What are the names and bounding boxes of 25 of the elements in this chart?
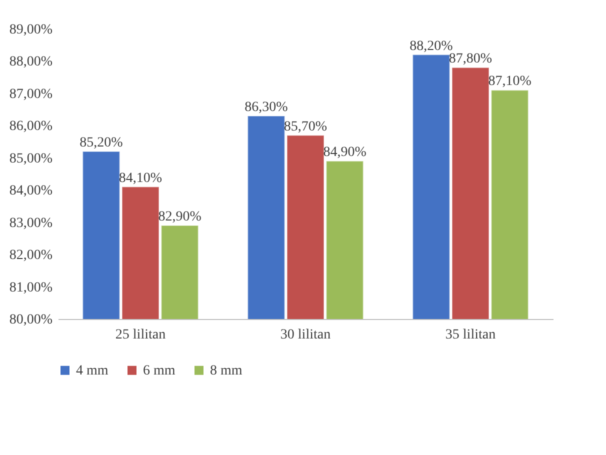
x-tick-label: 25 lilitan xyxy=(115,328,166,342)
data-label: 82,90% xyxy=(158,210,202,225)
y-tick-label: 81,00% xyxy=(9,280,53,296)
x-tick-label: 30 lilitan xyxy=(280,328,331,342)
y-tick-label: 87,00% xyxy=(9,86,53,102)
legend-label: 6 mm xyxy=(143,363,176,378)
y-tick-label: 82,00% xyxy=(9,248,53,264)
data-label: 85,70% xyxy=(284,119,328,134)
legend-label: 4 mm xyxy=(76,363,108,378)
legend-label: 8 mm xyxy=(210,363,242,378)
y-tick-label: 84,00% xyxy=(9,184,53,199)
data-label: 84,90% xyxy=(323,145,367,160)
y-tick-label: 83,00% xyxy=(9,216,53,231)
data-label: 87,80% xyxy=(448,52,492,67)
data-label: 85,20% xyxy=(80,135,124,150)
y-tick-label: 88,00% xyxy=(9,54,53,70)
y-tick-label: 80,00% xyxy=(9,312,53,328)
y-tick-label: 86,00% xyxy=(9,119,53,134)
y-tick-label: 89,00% xyxy=(9,22,53,38)
x-tick-label: 35 lilitan xyxy=(445,328,496,342)
data-label: 87,10% xyxy=(488,74,532,90)
y-tick-label: 85,00% xyxy=(9,151,53,166)
data-label: 88,20% xyxy=(410,38,454,54)
data-label: 84,10% xyxy=(118,170,162,186)
data-label: 86,30% xyxy=(244,100,288,115)
